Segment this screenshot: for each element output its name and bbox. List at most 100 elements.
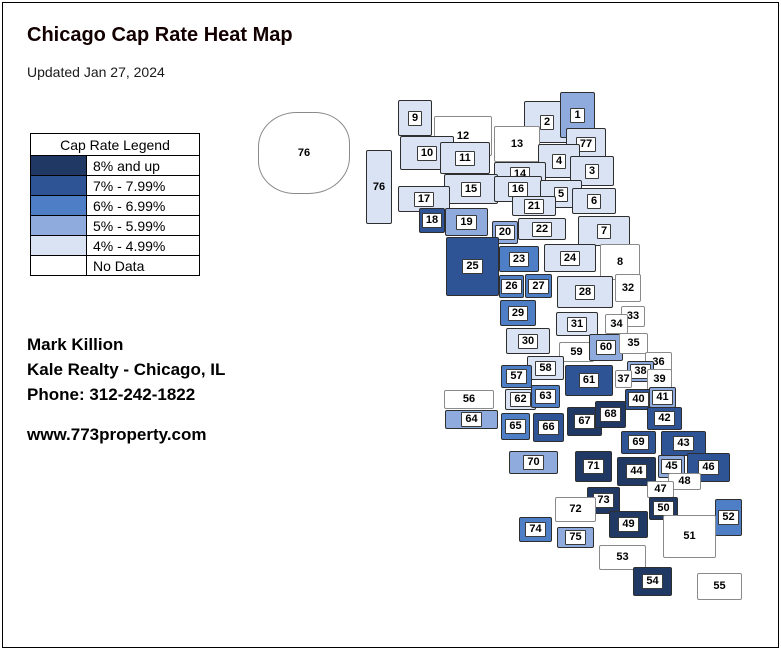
map-region-76: 76 <box>258 112 350 194</box>
map-region-55: 55 <box>697 573 742 600</box>
map-region-48: 48 <box>668 473 701 490</box>
map-region-70: 70 <box>509 451 558 474</box>
map-region-label: 43 <box>673 436 694 451</box>
map-region-label: 59 <box>570 345 583 358</box>
map-region-label: 74 <box>525 522 546 537</box>
map-region-50: 50 <box>649 497 678 520</box>
map-region-7: 7 <box>578 216 630 246</box>
map-region-label: 58 <box>535 360 556 376</box>
map-region-label: 11 <box>455 150 475 166</box>
map-region-label: 50 <box>653 501 674 516</box>
map-region-label: 30 <box>517 333 539 349</box>
map-region-label: 68 <box>600 407 621 422</box>
legend-row: 4% - 4.99% <box>30 235 200 256</box>
map-region-41: 41 <box>649 387 676 408</box>
map-region-label: 5 <box>553 186 569 202</box>
legend-swatch <box>30 235 87 256</box>
map-region-label: 40 <box>628 392 649 407</box>
map-region-label: 53 <box>616 551 629 563</box>
map-region-label: 63 <box>535 389 556 404</box>
map-region-label: 76 <box>297 146 311 159</box>
map-region-label: 60 <box>595 340 617 355</box>
map-region-label: 1 <box>570 107 585 123</box>
map-region-47: 47 <box>647 481 674 498</box>
map-region-9: 9 <box>398 100 432 136</box>
map-region-label: 51 <box>683 530 696 542</box>
map-region-label: 32 <box>621 281 635 294</box>
map-region-label: 37 <box>617 372 630 385</box>
map-region-29: 29 <box>500 300 536 326</box>
map-region-label: 31 <box>566 316 588 332</box>
legend-row: No Data <box>30 255 200 276</box>
map-region-75: 75 <box>557 527 594 548</box>
map-region-18: 18 <box>419 208 445 233</box>
map-region-58: 58 <box>527 356 564 380</box>
map-region-68: 68 <box>595 401 626 428</box>
map-region-label: 24 <box>559 250 581 266</box>
map-region-66: 66 <box>533 413 564 442</box>
map-region-21: 21 <box>512 196 556 216</box>
map-region-label: 6 <box>586 193 602 209</box>
map-region-label: 22 <box>531 221 553 237</box>
map-region-56: 56 <box>444 390 494 409</box>
map-region-52: 52 <box>715 499 742 536</box>
map-region-37: 37 <box>615 370 632 388</box>
map-region-43: 43 <box>661 431 706 456</box>
map-region-label: 42 <box>654 411 675 426</box>
map-region-35: 35 <box>619 333 648 354</box>
map-region-34: 34 <box>605 314 628 334</box>
map-region-61: 61 <box>565 365 613 396</box>
map-region-label: 65 <box>505 419 526 434</box>
map-region-label: 18 <box>421 213 443 228</box>
map-region-53: 53 <box>599 545 646 570</box>
map-region-label: 71 <box>583 459 604 474</box>
map-region-label: 76 <box>372 180 386 193</box>
map-region-label: 29 <box>507 305 529 321</box>
map-region-27: 27 <box>525 274 552 298</box>
map-region-label: 72 <box>569 503 582 515</box>
updated-date: Updated Jan 27, 2024 <box>27 64 165 80</box>
map-region-65: 65 <box>501 413 530 440</box>
map-region-72: 72 <box>555 497 596 522</box>
map-region-label: 38 <box>630 364 651 379</box>
map-region-64: 64 <box>445 410 498 429</box>
map-region-24: 24 <box>544 244 596 272</box>
contact-company: Kale Realty - Chicago, IL <box>27 360 226 379</box>
legend-swatch <box>30 155 87 176</box>
legend-label: 7% - 7.99% <box>86 175 200 196</box>
map-region-label: 10 <box>416 145 438 161</box>
map-region-62: 62 <box>505 389 536 410</box>
map-region-19: 19 <box>445 208 488 236</box>
map-region-label: 39 <box>653 373 666 385</box>
map-region-13: 13 <box>494 126 540 162</box>
map-region-label: 66 <box>538 420 559 435</box>
map-region-label: 2 <box>539 114 555 130</box>
legend-label: 5% - 5.99% <box>86 215 200 236</box>
map-region-60: 60 <box>589 334 623 361</box>
map-region-label: 8 <box>616 255 624 268</box>
map-region-26: 26 <box>499 275 524 298</box>
map-region-40: 40 <box>625 389 652 410</box>
map-region-30: 30 <box>506 328 550 354</box>
map-region-label: 49 <box>618 517 639 532</box>
map-region-label: 52 <box>718 510 739 525</box>
map-region-label: 7 <box>596 223 612 239</box>
map-region-label: 20 <box>494 225 516 240</box>
map-region-label: 64 <box>461 412 482 427</box>
legend-swatch <box>30 255 87 276</box>
map-region-label: 26 <box>501 279 522 294</box>
map-region-label: 12 <box>456 129 470 142</box>
map-region-label: 17 <box>413 191 435 207</box>
legend-row: 7% - 7.99% <box>30 175 200 196</box>
map-region-11: 11 <box>440 142 490 174</box>
map-region-6: 6 <box>572 188 616 214</box>
map-region-label: 34 <box>610 317 623 330</box>
map-region-label: 73 <box>593 493 614 508</box>
map-region-31: 31 <box>556 312 598 336</box>
map-region-42: 42 <box>647 407 682 430</box>
map-region-39: 39 <box>647 369 672 390</box>
map-region-label: 69 <box>628 435 649 450</box>
map-region-15: 15 <box>444 174 498 204</box>
map-region-label: 44 <box>626 464 647 479</box>
